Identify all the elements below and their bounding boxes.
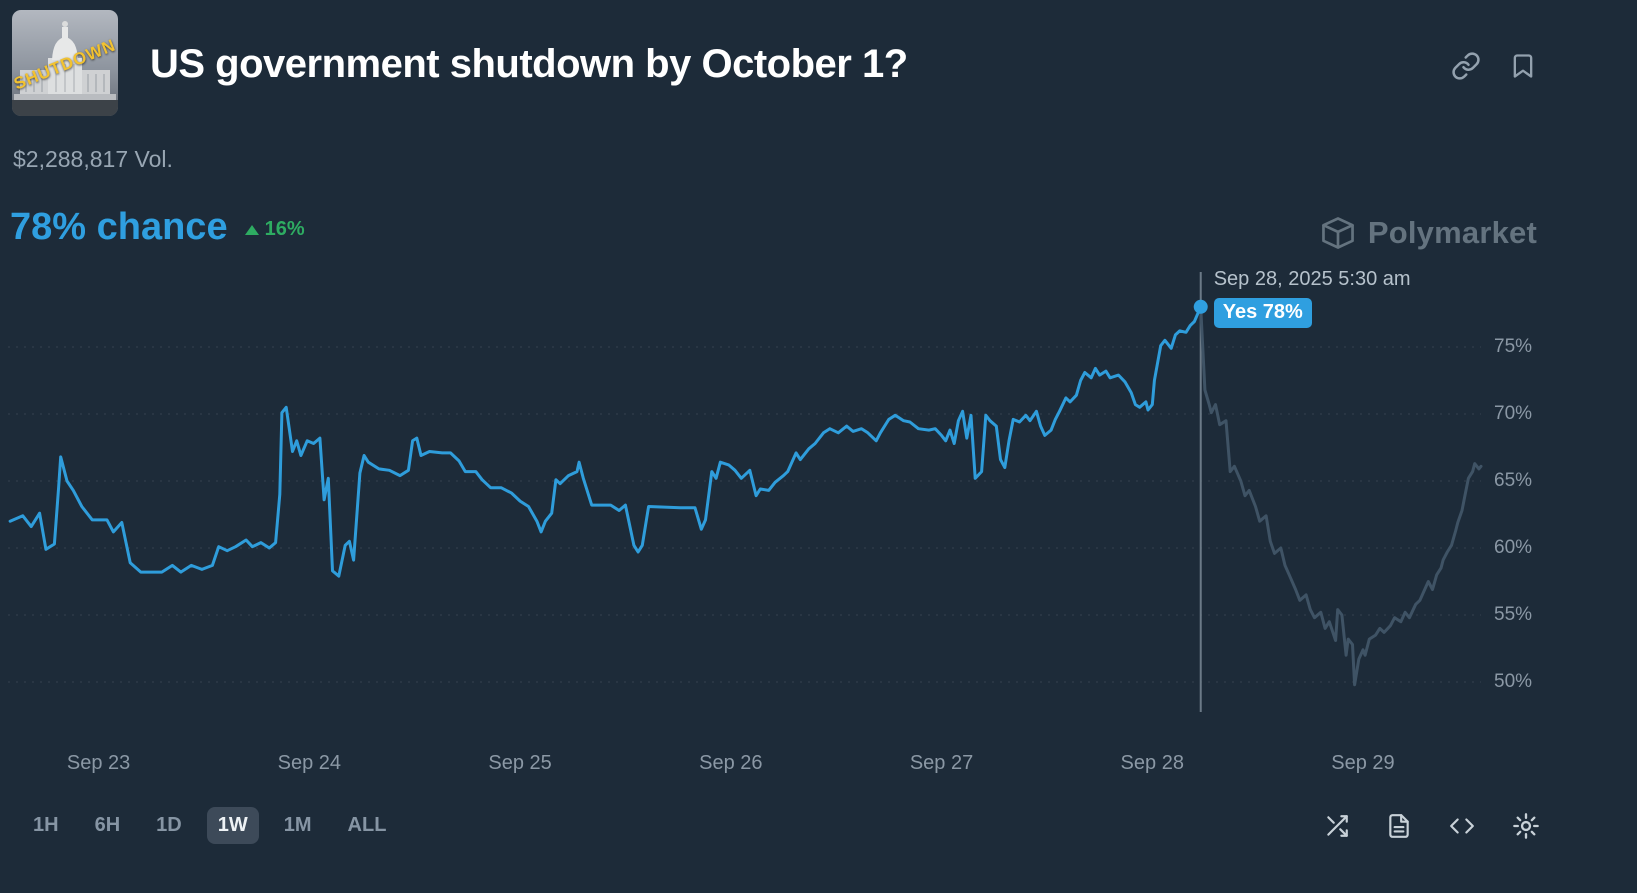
watermark-label: Polymarket — [1367, 215, 1537, 250]
capitol-image — [12, 21, 118, 116]
x-axis-label: Sep 25 — [488, 752, 552, 774]
x-axis-label: Sep 23 — [66, 752, 131, 774]
footer-actions — [1324, 812, 1540, 840]
copy-link-icon[interactable] — [1451, 51, 1481, 81]
y-axis-label: 70% — [1494, 403, 1533, 424]
shuffle-icon[interactable] — [1324, 813, 1350, 839]
y-axis-label: 60% — [1494, 537, 1533, 558]
header-actions — [1451, 50, 1537, 82]
price-line-active — [8, 305, 1203, 578]
bookmark-icon[interactable] — [1509, 50, 1537, 82]
y-axis-label: 75% — [1494, 336, 1533, 357]
time-range-button-1w[interactable]: 1W — [206, 807, 259, 844]
change-value: 16% — [264, 218, 305, 240]
x-axis-label: Sep 26 — [699, 752, 763, 774]
hover-point-dot — [1193, 299, 1208, 314]
market-thumbnail[interactable]: SHUTDOWN — [12, 10, 118, 116]
settings-gear-icon[interactable] — [1512, 812, 1540, 840]
price-line-after-hover — [1199, 305, 1483, 687]
volume-text: $2,288,817 Vol. — [13, 146, 173, 172]
chance-text: 78% chance — [10, 206, 228, 248]
x-axis-label: Sep 24 — [277, 752, 342, 774]
time-range-button-6h[interactable]: 6H — [94, 814, 121, 836]
x-axis-label: Sep 28 — [1120, 752, 1184, 774]
y-axis-label: 55% — [1494, 604, 1533, 625]
time-range-button-1h[interactable]: 1H — [33, 814, 59, 836]
time-range-selector: 1H 6H 1D 1W 1M ALL — [22, 807, 397, 844]
market-title[interactable]: US government shutdown by October 1? — [150, 42, 908, 86]
y-axis-label: 50% — [1494, 671, 1533, 692]
time-range-button-1d[interactable]: 1D — [156, 814, 182, 836]
change-indicator: 16% — [244, 214, 305, 241]
x-axis-label: Sep 27 — [909, 752, 974, 774]
polymarket-watermark: Polymarket — [1319, 214, 1537, 252]
chance-row: 78% chance 16% — [10, 206, 305, 249]
x-axis-label: Sep 29 — [1331, 752, 1395, 774]
document-icon[interactable] — [1386, 813, 1412, 839]
tooltip-outcome-badge: Yes 78% — [1213, 298, 1312, 328]
tooltip-timestamp: Sep 28, 2025 5:30 am — [1213, 268, 1411, 290]
y-axis-label: 65% — [1494, 470, 1533, 491]
time-range-button-all[interactable]: ALL — [347, 814, 387, 836]
time-range-button-1m[interactable]: 1M — [283, 814, 312, 836]
chart-tooltip: Sep 28, 2025 5:30 am Yes 78% — [1213, 268, 1411, 328]
up-triangle-icon — [244, 224, 259, 235]
polymarket-logo-icon — [1321, 217, 1354, 249]
embed-code-icon[interactable] — [1448, 813, 1476, 839]
